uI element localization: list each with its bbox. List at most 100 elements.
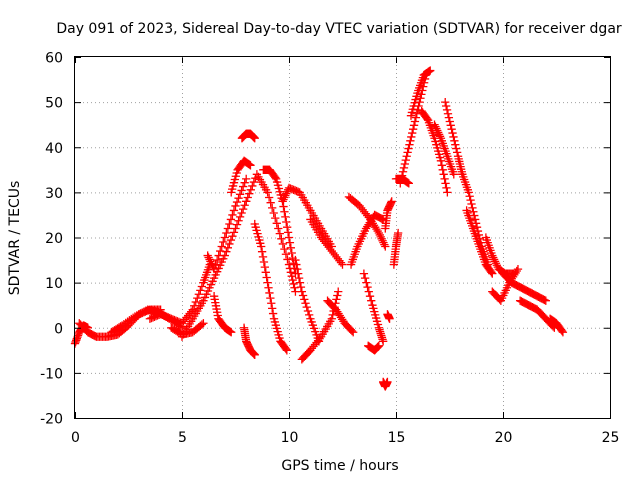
data-point bbox=[449, 132, 458, 142]
data-point bbox=[220, 233, 229, 242]
data-point bbox=[558, 328, 568, 337]
series-arc-07 bbox=[203, 174, 251, 274]
data-point bbox=[308, 321, 317, 330]
data-point bbox=[242, 174, 251, 183]
data-point bbox=[426, 66, 435, 75]
data-point bbox=[203, 286, 213, 296]
data-point bbox=[275, 229, 284, 238]
series-arc-31 bbox=[417, 107, 452, 197]
data-point bbox=[417, 90, 426, 99]
data-point bbox=[228, 232, 237, 241]
series-arc-24 bbox=[379, 377, 392, 391]
data-point bbox=[226, 215, 236, 224]
data-point bbox=[387, 197, 396, 206]
data-point bbox=[360, 273, 370, 283]
data-point bbox=[369, 304, 378, 313]
data-point bbox=[250, 134, 259, 143]
series-arc-17 bbox=[297, 287, 343, 364]
data-point bbox=[238, 204, 248, 214]
data-point bbox=[232, 220, 242, 229]
data-point bbox=[450, 136, 459, 145]
data-point bbox=[338, 260, 347, 269]
data-point bbox=[197, 282, 207, 291]
data-point bbox=[274, 224, 283, 233]
data-point bbox=[269, 314, 279, 323]
data-point bbox=[412, 109, 421, 118]
data-point bbox=[305, 310, 314, 320]
data-point bbox=[275, 187, 284, 196]
y-tick-label: 50 bbox=[45, 96, 63, 112]
data-point bbox=[437, 161, 447, 170]
data-point bbox=[349, 328, 358, 337]
data-point bbox=[227, 185, 237, 194]
data-point bbox=[405, 140, 414, 149]
data-point bbox=[397, 171, 407, 180]
data-point bbox=[253, 229, 262, 238]
data-point bbox=[223, 243, 233, 252]
data-point bbox=[282, 217, 291, 227]
data-point bbox=[443, 109, 453, 118]
data-point bbox=[284, 233, 294, 242]
data-point bbox=[286, 243, 295, 252]
data-point bbox=[263, 188, 272, 197]
data-point bbox=[227, 328, 236, 337]
data-point bbox=[231, 224, 240, 233]
data-point bbox=[271, 214, 280, 223]
data-point bbox=[196, 286, 205, 295]
data-point bbox=[406, 111, 416, 120]
series-arc-34 bbox=[458, 170, 493, 269]
x-axis-label: GPS time / hours bbox=[281, 458, 398, 474]
chart-title: Day 091 of 2023, Sidereal Day-to-day VTE… bbox=[56, 21, 622, 37]
data-point bbox=[283, 223, 292, 232]
data-point bbox=[289, 279, 298, 289]
series-arc-23 bbox=[364, 341, 384, 355]
data-point bbox=[445, 117, 454, 126]
data-point bbox=[487, 268, 496, 277]
data-point bbox=[294, 273, 304, 283]
data-point bbox=[371, 313, 381, 323]
data-point bbox=[274, 330, 283, 339]
data-point bbox=[259, 257, 269, 267]
data-point bbox=[232, 168, 241, 178]
data-point bbox=[257, 242, 266, 251]
data-point bbox=[281, 344, 291, 354]
data-point bbox=[353, 200, 363, 209]
data-point bbox=[197, 320, 207, 329]
data-point bbox=[368, 301, 377, 310]
data-point bbox=[334, 287, 343, 296]
data-point bbox=[194, 290, 203, 299]
series-arc-25 bbox=[381, 197, 396, 233]
series-arc-09 bbox=[227, 156, 255, 197]
data-point bbox=[408, 125, 418, 134]
data-point bbox=[438, 165, 447, 174]
data-point bbox=[208, 277, 217, 286]
data-point bbox=[292, 260, 301, 269]
data-point bbox=[235, 190, 245, 199]
series-arc-12 bbox=[242, 170, 300, 296]
data-point bbox=[439, 170, 448, 179]
data-point bbox=[272, 174, 281, 183]
data-point bbox=[440, 174, 449, 183]
data-point bbox=[248, 181, 257, 191]
data-point bbox=[281, 212, 290, 222]
data-point bbox=[266, 293, 275, 303]
x-tick-label: 15 bbox=[388, 430, 406, 446]
data-point bbox=[408, 128, 417, 138]
data-point bbox=[464, 188, 473, 197]
data-point bbox=[406, 136, 415, 145]
data-point bbox=[513, 264, 523, 274]
data-point bbox=[441, 97, 450, 107]
data-point bbox=[452, 144, 461, 153]
data-point bbox=[283, 228, 293, 237]
data-point bbox=[211, 270, 220, 280]
data-point bbox=[404, 144, 413, 153]
data-point bbox=[411, 95, 420, 104]
data-point bbox=[231, 172, 240, 181]
data-point bbox=[444, 113, 454, 122]
data-point bbox=[228, 181, 238, 191]
data-point bbox=[283, 255, 292, 264]
data-point bbox=[432, 140, 441, 149]
data-point bbox=[222, 228, 231, 238]
y-tick-label: 40 bbox=[45, 141, 63, 157]
